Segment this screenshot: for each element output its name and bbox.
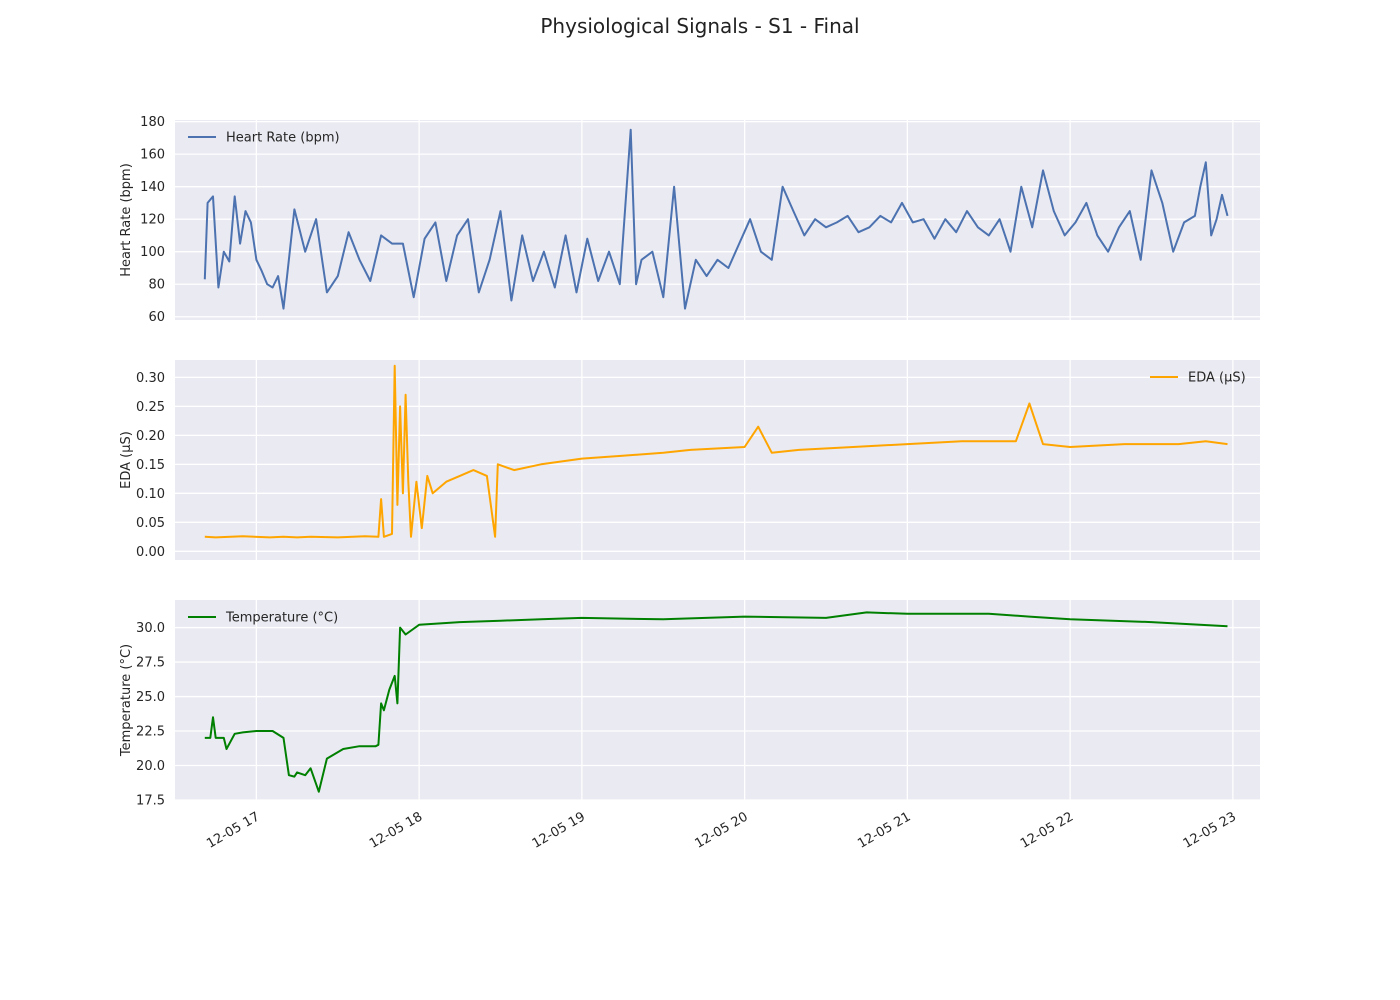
plot-area-1	[175, 360, 1260, 560]
x-tick-label-4: 12-05 21	[855, 809, 913, 851]
legend-label-2: Temperature (°C)	[225, 611, 338, 626]
figure-title: Physiological Signals - S1 - Final	[540, 14, 860, 38]
legend-label-1: EDA (μS)	[1188, 371, 1246, 386]
y-tick-label-0-4: 140	[140, 180, 165, 195]
y-tick-label-2-0: 17.5	[136, 794, 165, 809]
y-tick-label-1-6: 0.30	[136, 371, 165, 386]
x-tick-label-1: 12-05 18	[367, 809, 425, 851]
y-tick-label-2-2: 22.5	[136, 725, 165, 740]
y-tick-label-1-2: 0.10	[136, 487, 165, 502]
x-tick-label-5: 12-05 22	[1018, 809, 1076, 851]
series-line-2-0	[204, 611, 1228, 793]
plot-area-2	[175, 600, 1260, 800]
y-tick-label-2-4: 27.5	[136, 656, 165, 671]
series-line-1-0	[204, 364, 1228, 539]
x-tick-label-3: 12-05 20	[693, 809, 751, 851]
y-tick-label-1-0: 0.00	[136, 545, 165, 560]
y-axis-label-0: Heart Rate (bpm)	[119, 163, 134, 277]
y-tick-label-0-6: 180	[140, 115, 165, 130]
series-line-0-0	[203, 128, 1229, 310]
y-tick-label-0-3: 120	[140, 213, 165, 228]
y-tick-label-1-3: 0.15	[136, 458, 165, 473]
plot-area-0	[175, 120, 1260, 320]
y-tick-label-1-4: 0.20	[136, 429, 165, 444]
y-tick-label-2-1: 20.0	[136, 759, 165, 774]
y-axis-label-1: EDA (μS)	[119, 431, 134, 489]
y-tick-label-2-3: 25.0	[136, 690, 165, 705]
y-tick-label-0-0: 60	[148, 310, 165, 325]
x-tick-label-2: 12-05 19	[530, 809, 588, 851]
y-tick-label-0-2: 100	[140, 245, 165, 260]
y-tick-label-0-1: 80	[148, 278, 165, 293]
y-tick-label-2-5: 30.0	[136, 621, 165, 636]
x-tick-label-0: 12-05 17	[204, 809, 262, 851]
x-tick-label-6: 12-05 23	[1181, 809, 1239, 851]
y-tick-label-0-5: 160	[140, 148, 165, 163]
y-tick-label-1-5: 0.25	[136, 400, 165, 415]
y-axis-label-2: Temperature (°C)	[119, 644, 134, 757]
legend-label-0: Heart Rate (bpm)	[226, 131, 340, 146]
y-tick-label-1-1: 0.05	[136, 516, 165, 531]
